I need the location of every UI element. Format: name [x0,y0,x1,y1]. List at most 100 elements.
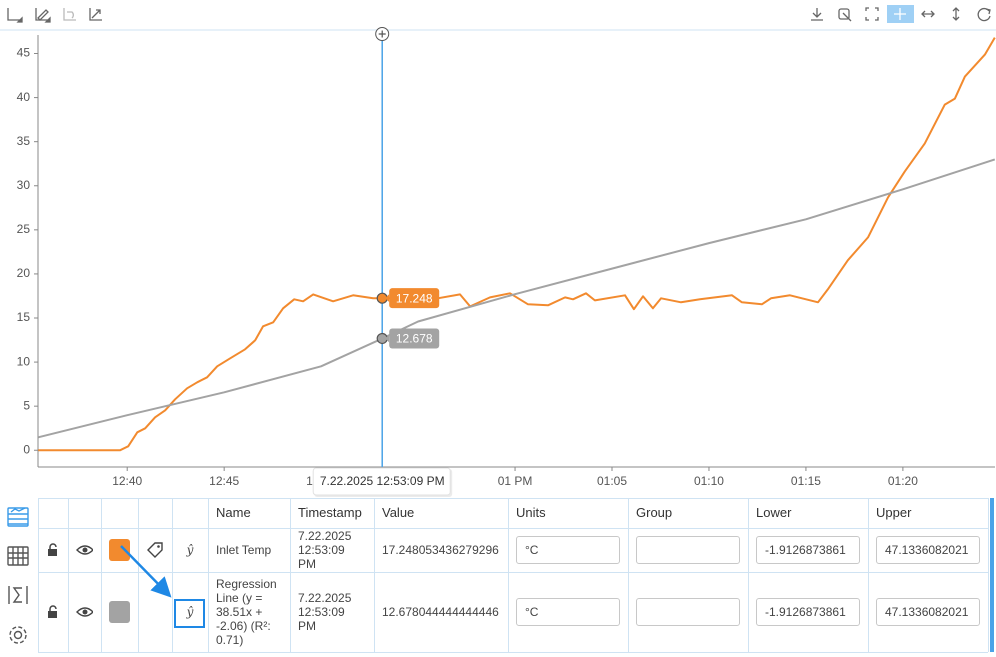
timestamp: 7.22.2025 12:53:09 PM [298,529,352,571]
visibility-glyph [76,545,93,555]
col-border [138,498,139,652]
time-tooltip [312,467,451,496]
y-tick-label: 30 [17,178,31,192]
lock[interactable] [38,572,68,652]
y-tick-label: 5 [23,398,30,412]
formula-icon[interactable] [8,586,28,604]
col-border [68,498,69,652]
pan[interactable] [894,8,906,20]
pan-x[interactable] [921,10,935,18]
x-tick-label: 01:05 [597,474,627,488]
settings-icon[interactable] [9,626,27,644]
x-tick-label: 01:20 [888,474,918,488]
column-header: Name [216,505,251,520]
y-tick-label: 15 [17,310,31,324]
visibility[interactable] [68,572,101,652]
col-border [748,498,749,652]
row-border [38,572,988,573]
x-tick-label: 12:40 [112,474,142,488]
y-tick-label: 20 [17,266,31,280]
lock[interactable] [38,528,68,572]
row-border [38,652,988,653]
lower-input[interactable]: -1.9126873861 [756,536,860,564]
trend-list-icon[interactable] [7,507,29,527]
sidebar [0,498,38,652]
x-tick-label: 01 PM [498,474,533,488]
column-header: Lower [756,505,792,520]
y-tick-label: 25 [17,222,31,236]
y-tick-label: 45 [17,46,31,60]
value-bubble [389,328,440,349]
upper-input[interactable]: 47.1336082021 [876,598,980,626]
toolbar [7,5,991,23]
col-border [868,498,869,652]
lower-input[interactable]: -1.9126873861 [756,598,860,626]
col-border [172,498,173,652]
y-tick-label: 40 [17,90,31,104]
col-border [208,498,209,652]
stats-icon[interactable] [7,546,29,566]
value: 17.248053436279296 [382,543,499,557]
fullscreen[interactable] [865,7,879,21]
col-border [38,498,39,652]
x-tick-label: 12:45 [209,474,239,488]
x-tick-label: 01:10 [694,474,724,488]
row-border [38,498,988,499]
visibility-glyph [76,607,93,617]
units-input[interactable]: °C [516,536,620,564]
group-input[interactable] [636,598,740,626]
reset[interactable] [977,7,991,22]
series-name: Regression Line (y = 38.51x + -2.06) (R²… [216,577,277,647]
color-swatch[interactable] [109,539,130,561]
timestamp: 7.22.2025 12:53:09 PM [298,591,352,633]
value-bubble [389,288,440,309]
column-header: Upper [876,505,912,520]
color-cell [101,528,138,572]
download[interactable] [811,8,823,21]
lock-glyph [48,543,57,556]
color-cell [101,572,138,652]
col-border [290,498,291,652]
scrollbar [990,498,994,652]
col-border [508,498,509,652]
column-header: Timestamp [298,505,362,520]
data-table: Name Timestamp Value Units Group Lower Upper ŷ I… [38,498,994,653]
column-header: Units [516,505,546,520]
zoom-rect[interactable] [838,8,852,22]
visibility[interactable] [68,528,101,572]
value-label: 12.678 [396,332,433,346]
sidebar-icons [7,507,29,644]
col-border [988,498,989,652]
row-border [38,528,988,529]
value-bubble-tip [385,334,390,343]
tag[interactable] [138,528,172,572]
color-swatch[interactable] [109,601,130,623]
series-line [38,37,996,452]
regression-icon[interactable]: ŷ [186,543,194,557]
value-label: 17.248 [396,291,433,305]
draw-tool[interactable] [35,8,51,23]
x-tick-label: 01:15 [791,474,821,488]
cursor-handle-plus [378,30,386,38]
col-border [101,498,102,652]
value-bubble-tip [385,294,390,303]
series-line [37,158,996,439]
col-border [374,498,375,652]
units-input[interactable]: °C [516,598,620,626]
y-tick-label: 35 [17,134,31,148]
value: 12.678044444444446 [382,605,499,619]
y-tick-label: 10 [17,354,31,368]
group-input[interactable] [636,536,740,564]
column-header: Value [382,505,415,520]
tag-glyph [147,542,163,558]
undo-tool[interactable] [63,8,76,21]
column-header: Group [636,505,673,520]
regression-icon[interactable]: ŷ [186,605,194,619]
col-border [628,498,629,652]
axis-tool[interactable] [7,8,23,23]
series-name: Inlet Temp [216,543,272,557]
pan-y[interactable] [952,7,960,21]
upper-input[interactable]: 47.1336082021 [876,536,980,564]
trend-tool[interactable] [89,8,102,21]
